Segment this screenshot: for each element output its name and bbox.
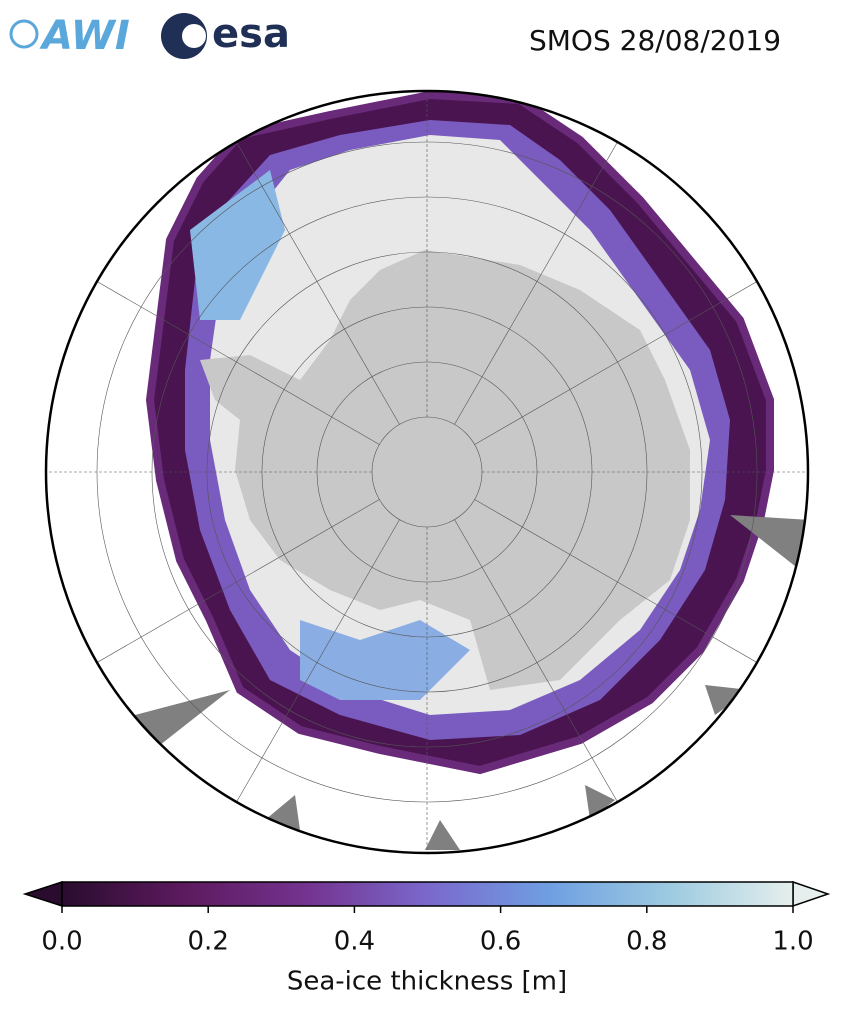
esa-logo: esa bbox=[212, 11, 290, 57]
map-frame bbox=[44, 89, 810, 855]
colorbar-extend-high bbox=[792, 880, 831, 908]
colorbar-tick-label: 0.8 bbox=[626, 927, 667, 957]
colorbar-tick-label: 1.0 bbox=[772, 927, 813, 957]
map bbox=[46, 91, 808, 853]
colorbar-label: Sea-ice thickness [m] bbox=[287, 967, 567, 997]
meridian bbox=[80, 499, 380, 673]
graticule bbox=[46, 91, 808, 853]
colorbar-tick-label: 0.6 bbox=[480, 927, 521, 957]
meridian bbox=[226, 125, 400, 425]
awi-logo: AWI bbox=[39, 13, 130, 59]
antarctica bbox=[200, 250, 690, 690]
colorbar-extend-low bbox=[22, 880, 63, 908]
colorbar-gradient bbox=[61, 881, 794, 907]
esa-icon-inner bbox=[182, 24, 206, 48]
colorbar-tick-label: 0.2 bbox=[188, 927, 229, 957]
meridian bbox=[226, 519, 400, 819]
meridian bbox=[454, 125, 628, 425]
meridian bbox=[454, 519, 628, 819]
meridian bbox=[80, 271, 380, 445]
ice-patch bbox=[300, 620, 470, 700]
meridian bbox=[474, 499, 774, 673]
ice-patch bbox=[190, 170, 285, 320]
title: SMOS 28/08/2019 bbox=[529, 24, 781, 57]
awi-icon bbox=[9, 19, 39, 49]
logos: AWI esa bbox=[9, 11, 290, 59]
colorbar-tick-label: 0.0 bbox=[41, 927, 82, 957]
colorbar: Sea-ice thickness [m] 0.0 0.2 0.4 0.6 0.8 1.0 bbox=[22, 880, 831, 997]
meridian bbox=[474, 271, 774, 445]
colorbar-tick-label: 0.4 bbox=[334, 927, 375, 957]
